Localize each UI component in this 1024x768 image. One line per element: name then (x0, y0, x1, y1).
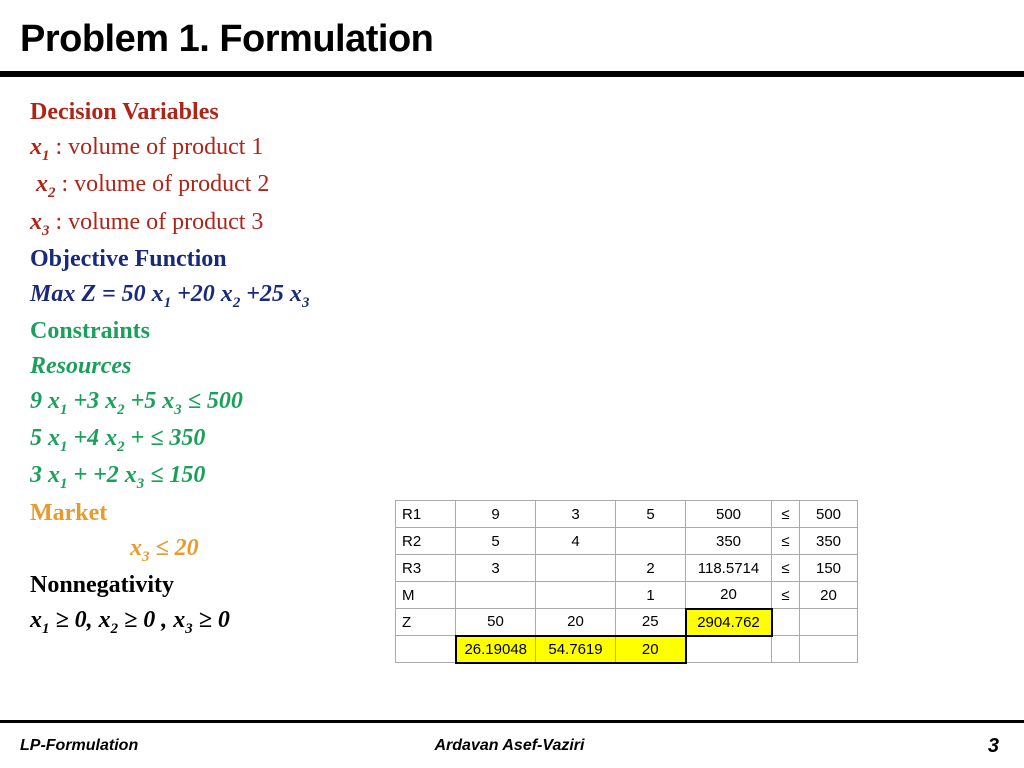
dv-x2: x2 : volume of product 2 (30, 167, 994, 204)
dv-x3: x3 : volume of product 3 (30, 205, 994, 242)
resource-1: 9 x1 +3 x2 +5 x3 ≤ 500 (30, 384, 994, 421)
resource-3: 3 x1 + +2 x3 ≤ 150 (30, 458, 994, 495)
solution-table: R1 9 3 5 500 ≤ 500 R2 5 4 350 ≤ 350 R3 3… (395, 500, 858, 664)
resources-heading: Resources (30, 349, 994, 384)
solution-x2: 54.7619 (536, 636, 616, 663)
footer: LP-Formulation Ardavan Asef-Vaziri 3 (0, 724, 1024, 768)
objective-heading: Objective Function (30, 242, 994, 277)
solution-row: 26.19048 54.7619 20 (396, 636, 858, 663)
footer-rule (0, 720, 1024, 723)
objective-expression: Max Z = 50 x1 +20 x2 +25 x3 (30, 277, 994, 314)
decision-variables-heading: Decision Variables (30, 95, 994, 130)
table-row: Z 50 20 25 2904.762 (396, 609, 858, 636)
footer-author: Ardavan Asef-Vaziri (346, 737, 672, 755)
table-row: R3 3 2 118.5714 ≤ 150 (396, 555, 858, 582)
title-rule (0, 71, 1024, 77)
slide-title: Problem 1. Formulation (0, 0, 1024, 71)
solution-x3: 20 (616, 636, 686, 663)
table-row: R1 9 3 5 500 ≤ 500 (396, 501, 858, 528)
solution-x1: 26.19048 (456, 636, 536, 663)
dv-x1: x1 : volume of product 1 (30, 130, 994, 167)
constraints-heading: Constraints (30, 314, 994, 349)
footer-left: LP-Formulation (0, 737, 346, 755)
z-value-cell: 2904.762 (686, 609, 772, 636)
table-row: M 1 20 ≤ 20 (396, 582, 858, 609)
table-row: R2 5 4 350 ≤ 350 (396, 528, 858, 555)
page-number: 3 (673, 735, 1024, 758)
resource-2: 5 x1 +4 x2 + ≤ 350 (30, 421, 994, 458)
